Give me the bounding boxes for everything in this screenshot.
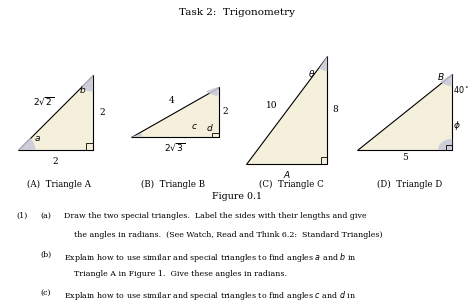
Text: (b): (b) [40, 251, 52, 258]
Text: $\theta$: $\theta$ [308, 68, 315, 79]
Text: (A)  Triangle A: (A) Triangle A [27, 180, 91, 189]
Text: (1): (1) [17, 212, 28, 220]
Polygon shape [440, 74, 452, 86]
Polygon shape [18, 138, 36, 150]
Polygon shape [131, 87, 219, 137]
Polygon shape [81, 75, 93, 92]
Text: $2\sqrt{3}$: $2\sqrt{3}$ [164, 142, 186, 153]
Text: Triangle A in Figure 1.  Give these angles in radians.: Triangle A in Figure 1. Give these angle… [64, 270, 287, 278]
Text: $B$: $B$ [438, 71, 445, 82]
Text: (c): (c) [40, 289, 51, 297]
Text: $b$: $b$ [79, 84, 86, 95]
Text: $A$: $A$ [283, 169, 291, 180]
Text: Task 2:  Trigonometry: Task 2: Trigonometry [179, 8, 295, 17]
Text: $a$: $a$ [34, 134, 41, 143]
Text: (D)  Triangle D: (D) Triangle D [377, 180, 443, 189]
Polygon shape [131, 134, 143, 137]
Text: 10: 10 [266, 101, 277, 110]
Polygon shape [438, 139, 452, 150]
Polygon shape [319, 56, 327, 71]
Text: $d$: $d$ [206, 122, 213, 133]
Text: $2\sqrt{2}$: $2\sqrt{2}$ [34, 95, 55, 107]
Text: Figure 0.1: Figure 0.1 [212, 192, 262, 201]
Text: 4: 4 [169, 96, 174, 106]
Text: 8: 8 [332, 105, 338, 114]
Text: the angles in radians.  (See Watch, Read and Think 6.2:  Standard Triangles): the angles in radians. (See Watch, Read … [64, 231, 383, 239]
Text: (B)  Triangle B: (B) Triangle B [141, 180, 205, 189]
Text: Draw the two special triangles.  Label the sides with their lengths and give: Draw the two special triangles. Label th… [64, 212, 366, 220]
Text: 2: 2 [100, 108, 106, 117]
Text: (C)  Triangle C: (C) Triangle C [259, 180, 324, 189]
Polygon shape [206, 87, 219, 96]
Polygon shape [357, 74, 452, 150]
Text: 2: 2 [53, 157, 58, 166]
Text: (a): (a) [40, 212, 51, 220]
Text: Explain how to use similar and special triangles to find angles $c$ and $d$ in: Explain how to use similar and special t… [64, 289, 356, 302]
Text: 2: 2 [222, 107, 228, 116]
Polygon shape [18, 75, 93, 150]
Text: $40^\circ$: $40^\circ$ [453, 84, 469, 95]
Polygon shape [246, 56, 327, 164]
Text: Explain how to use similar and special triangles to find angles $a$ and $b$ in: Explain how to use similar and special t… [64, 251, 356, 263]
Text: $\phi$: $\phi$ [453, 119, 461, 132]
Text: 5: 5 [402, 153, 408, 162]
Text: $c$: $c$ [191, 122, 198, 131]
